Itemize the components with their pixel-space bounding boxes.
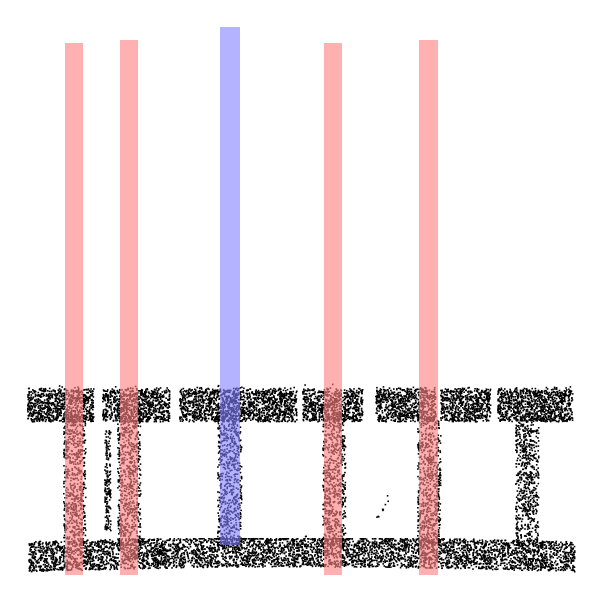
red-marker-4: [419, 40, 438, 575]
red-marker-1: [65, 43, 83, 575]
leg-6: [515, 415, 540, 547]
top-rail-2: [102, 385, 171, 423]
top-rail-3: [179, 384, 298, 423]
blue-marker: [220, 27, 240, 545]
highlight-markers: [65, 27, 438, 575]
red-marker-3: [324, 43, 342, 575]
leg-7: [104, 430, 112, 532]
red-marker-2: [120, 40, 138, 575]
stray-points: [279, 495, 389, 543]
top-rail-6: [440, 386, 492, 423]
